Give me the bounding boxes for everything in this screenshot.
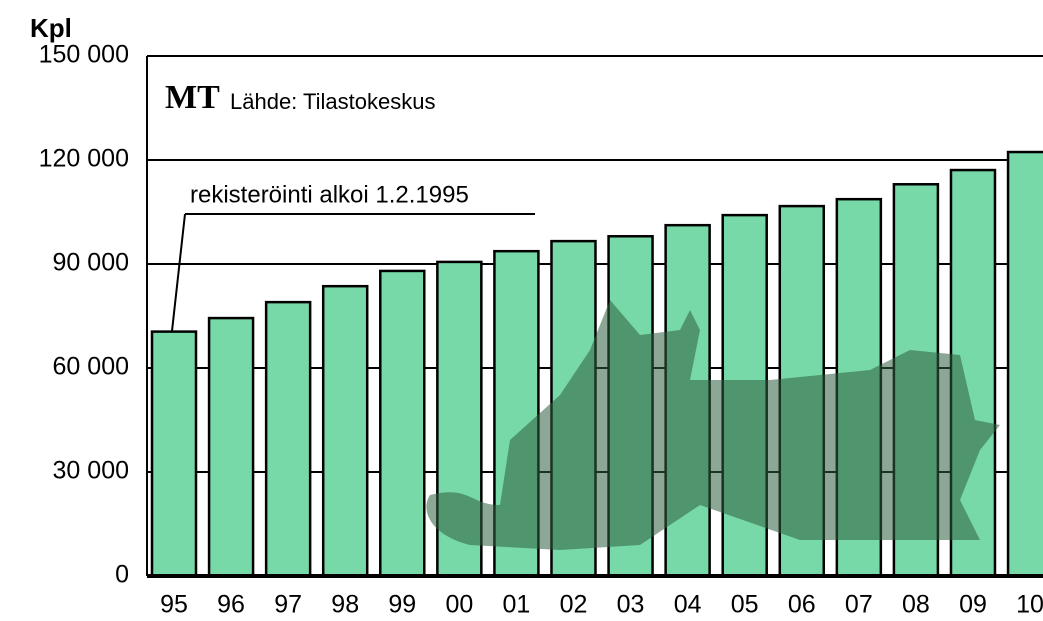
- x-tick-label: 00: [445, 591, 473, 619]
- x-tick-label: 02: [560, 591, 588, 619]
- x-tick-label: 06: [788, 591, 816, 619]
- y-tick-label: 90 000: [53, 249, 129, 277]
- x-tick-label: 10: [1016, 591, 1043, 619]
- y-axis-label: Kpl: [30, 13, 72, 43]
- bar: [1008, 152, 1043, 576]
- x-tick-label: 97: [274, 591, 302, 619]
- x-tick-label: 96: [217, 591, 245, 619]
- x-tick-label: 03: [617, 591, 645, 619]
- logo: MT: [165, 79, 220, 116]
- y-tick-label: 60 000: [53, 353, 129, 381]
- x-tick-label: 07: [845, 591, 873, 619]
- x-tick-label: 04: [674, 591, 702, 619]
- y-tick-label: 120 000: [39, 145, 129, 173]
- x-tick-label: 99: [388, 591, 416, 619]
- y-tick-label: 150 000: [39, 41, 129, 69]
- y-tick-label: 0: [115, 561, 129, 589]
- x-tick-label: 95: [160, 591, 188, 619]
- x-tick-label: 05: [731, 591, 759, 619]
- source: Lähde: Tilastokeskus: [230, 89, 435, 114]
- x-tick-label: 01: [503, 591, 531, 619]
- y-tick-label: 30 000: [53, 457, 129, 485]
- x-tick-label: 09: [959, 591, 987, 619]
- annotation-leader: [172, 214, 185, 331]
- x-tick-label: 98: [331, 591, 359, 619]
- bar: [209, 318, 253, 576]
- bar: [152, 332, 196, 576]
- chart: Kpl 0 30 000 60 000 90 000 120 000 150 000 95 9…: [0, 0, 1043, 621]
- bar: [266, 302, 310, 576]
- bar: [323, 286, 367, 576]
- bar: [380, 271, 424, 576]
- annotation: rekisteröinti alkoi 1.2.1995: [190, 181, 469, 208]
- x-tick-label: 08: [902, 591, 930, 619]
